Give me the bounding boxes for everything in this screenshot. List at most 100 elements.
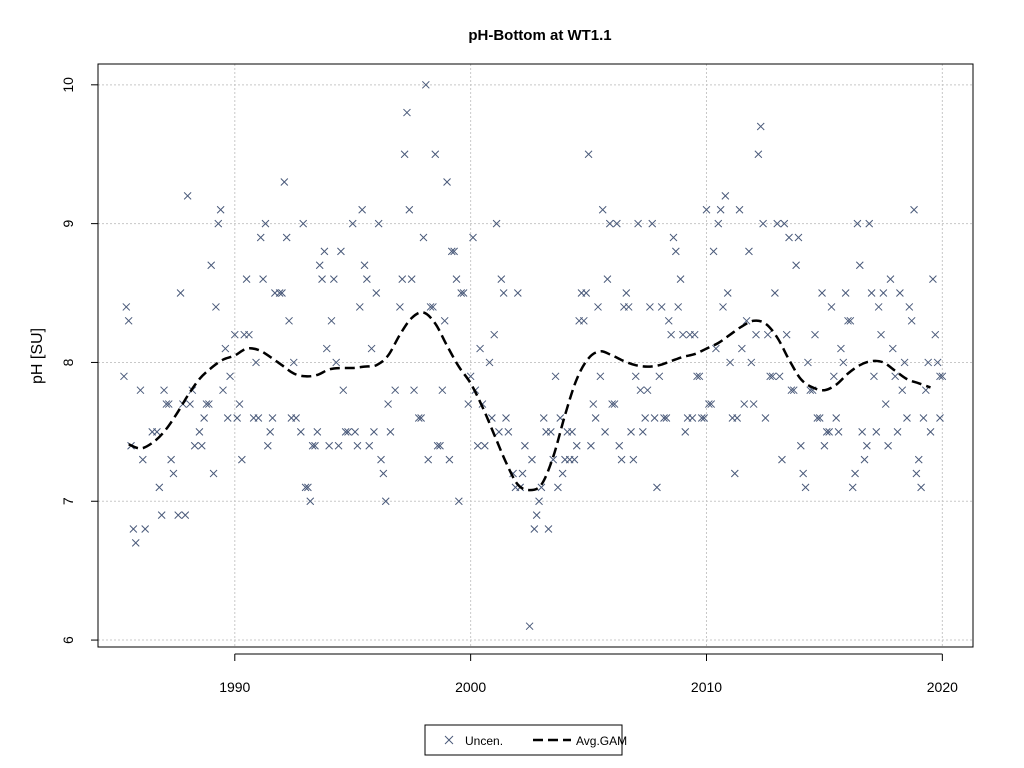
- chart-title: pH-Bottom at WT1.1: [468, 27, 611, 44]
- grid: [98, 64, 973, 647]
- x-axis: 1990 2000 2010 2020: [219, 653, 958, 695]
- data-point: [384, 400, 392, 408]
- y-axis-label: pH [SU]: [29, 328, 46, 384]
- data-point: [761, 414, 770, 422]
- data-point: [773, 219, 782, 228]
- legend-box: [424, 724, 623, 756]
- data-point: [245, 330, 253, 339]
- data-point: [131, 539, 140, 547]
- data-point: [365, 441, 374, 450]
- data-point: [582, 289, 591, 297]
- data-point: [870, 372, 878, 381]
- data-point: [820, 441, 829, 450]
- data-point: [223, 414, 232, 422]
- data-point: [832, 414, 841, 422]
- data-point: [695, 372, 704, 381]
- data-point: [735, 205, 744, 214]
- data-point: [136, 386, 145, 395]
- data-point: [704, 400, 713, 408]
- data-point: [259, 275, 267, 284]
- data-point: [261, 219, 270, 228]
- data-point: [204, 400, 213, 408]
- data-point: [263, 441, 272, 450]
- data-point: [181, 511, 190, 519]
- data-point: [740, 400, 749, 408]
- data-point: [551, 372, 560, 381]
- data-point: [153, 427, 161, 436]
- data-point: [903, 414, 911, 422]
- data-point: [122, 303, 131, 311]
- data-point: [304, 483, 312, 492]
- y-axis: 6 7 8 9 10: [60, 77, 99, 644]
- data-point: [775, 372, 784, 381]
- data-point: [881, 400, 890, 408]
- data-point: [598, 205, 607, 214]
- data-point: [931, 330, 940, 339]
- data-point: [372, 289, 381, 297]
- data-point: [424, 455, 433, 464]
- legend-label-avg-gam: Avg.GAM: [576, 734, 627, 748]
- data-point: [436, 441, 444, 450]
- data-point: [200, 414, 208, 422]
- data-point: [315, 261, 324, 270]
- avg-gam-line: [128, 311, 931, 492]
- data-point: [613, 219, 621, 228]
- data-point: [195, 427, 204, 436]
- data-point: [353, 441, 362, 450]
- data-point: [752, 330, 760, 339]
- data-point: [386, 427, 395, 436]
- data-point: [693, 372, 701, 381]
- data-point: [447, 247, 456, 256]
- data-point: [445, 455, 454, 464]
- data-point: [638, 427, 647, 436]
- data-point: [589, 400, 598, 408]
- data-point: [242, 275, 251, 284]
- data-point: [377, 455, 385, 464]
- data-point: [169, 469, 178, 478]
- data-point: [879, 289, 888, 297]
- data-point: [306, 497, 315, 506]
- data-point: [320, 247, 329, 256]
- data-point: [714, 219, 723, 228]
- data-point: [603, 275, 612, 284]
- data-point: [403, 108, 411, 117]
- data-point: [723, 289, 732, 297]
- data-point: [929, 275, 937, 284]
- x-tick-label: 2020: [927, 679, 958, 695]
- data-point: [504, 427, 513, 436]
- data-point: [256, 233, 265, 242]
- data-point: [521, 441, 529, 450]
- data-point: [238, 455, 246, 464]
- data-point: [539, 414, 548, 422]
- data-point: [278, 289, 286, 297]
- data-point: [874, 303, 883, 311]
- data-point: [898, 386, 907, 395]
- data-point: [464, 400, 473, 408]
- data-point: [292, 414, 300, 422]
- data-point: [813, 414, 822, 422]
- data-point: [900, 358, 909, 367]
- data-point: [617, 455, 626, 464]
- data-point: [587, 441, 595, 450]
- data-point: [926, 427, 935, 436]
- data-point: [391, 386, 400, 395]
- data-point: [572, 441, 581, 450]
- data-point: [766, 372, 775, 381]
- data-point: [584, 150, 593, 159]
- data-point: [209, 469, 218, 478]
- data-point: [676, 275, 685, 284]
- data-point: [747, 358, 756, 367]
- data-point: [235, 400, 244, 408]
- data-point: [877, 330, 885, 339]
- data-point: [579, 316, 588, 325]
- data-point: [811, 330, 819, 339]
- data-point: [730, 469, 739, 478]
- data-point: [476, 344, 484, 353]
- data-point: [905, 303, 914, 311]
- data-point: [282, 233, 291, 242]
- data-point: [544, 525, 553, 533]
- data-point: [266, 427, 275, 436]
- data-point: [848, 483, 857, 492]
- data-point: [594, 303, 602, 311]
- data-point: [381, 497, 390, 506]
